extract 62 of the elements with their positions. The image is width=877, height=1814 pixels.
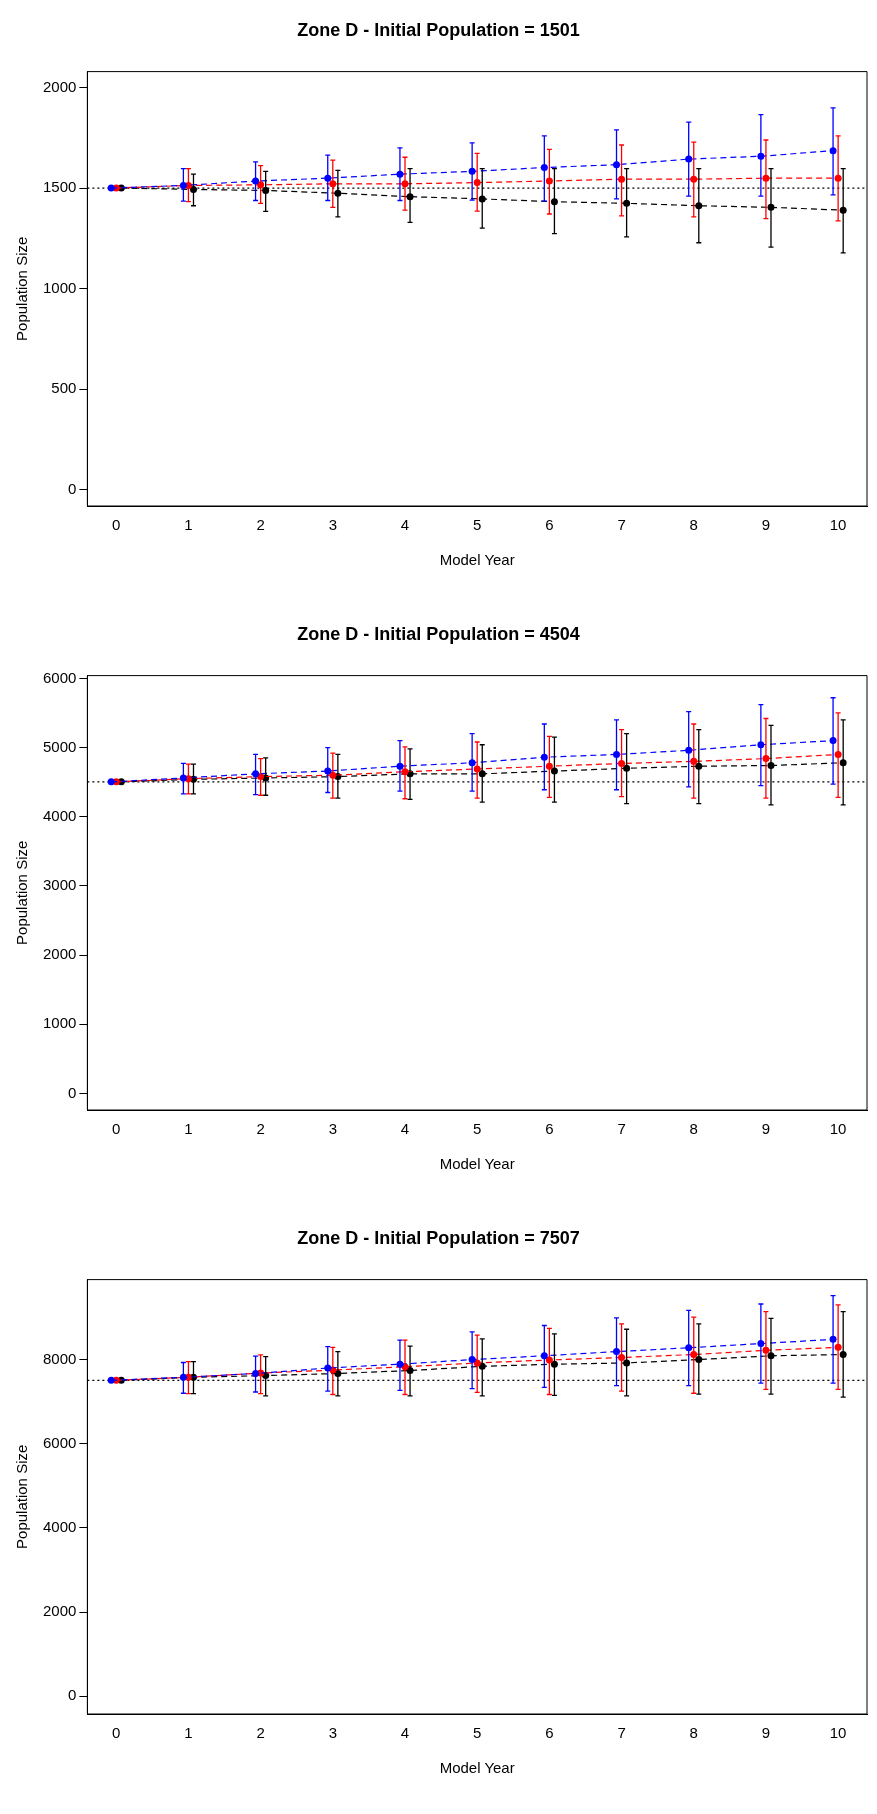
y-tick-label: 2000	[42, 77, 77, 95]
x-tick-label: 8	[689, 1120, 698, 1138]
y-tick-label: 0	[68, 1083, 77, 1101]
x-tick-label: 5	[473, 516, 482, 534]
x-tick-label: 6	[545, 516, 554, 534]
y-tick-label: 1000	[42, 1014, 77, 1032]
x-tick-label: 4	[400, 516, 410, 534]
x-tick-label: 10	[829, 1724, 847, 1742]
x-tick-label: 5	[473, 1120, 482, 1138]
point	[107, 778, 115, 786]
x-tick-label: 8	[689, 1724, 698, 1742]
x-tick-label: 9	[761, 1724, 771, 1742]
x-axis-title: Model Year	[439, 1759, 515, 1777]
y-axis-title: Population Size	[13, 236, 31, 341]
x-tick-label: 0	[112, 1120, 121, 1138]
chart-title: Zone D - Initial Population = 7507	[297, 1227, 580, 1248]
x-axis-title: Model Year	[439, 1155, 515, 1173]
x-tick-label: 10	[829, 516, 847, 534]
y-tick-label: 6000	[42, 1433, 77, 1451]
x-tick-label: 6	[545, 1724, 554, 1742]
x-tick-label: 1	[184, 1120, 193, 1138]
y-tick-label: 2000	[42, 1602, 77, 1620]
y-tick-label: 5000	[42, 737, 77, 755]
y-tick-label: 4000	[42, 1518, 77, 1536]
x-tick-label: 2	[256, 516, 265, 534]
x-tick-label: 3	[328, 516, 337, 534]
x-tick-label: 0	[112, 516, 121, 534]
y-tick-label: 2000	[42, 945, 77, 963]
chart-title: Zone D - Initial Population = 1501	[297, 19, 580, 40]
y-tick-label: 1500	[42, 178, 77, 196]
y-tick-label: 8000	[42, 1349, 77, 1367]
x-axis-title: Model Year	[439, 551, 515, 569]
y-tick-label: 3000	[42, 876, 77, 894]
y-tick-label: 4000	[42, 806, 77, 824]
x-tick-label: 2	[256, 1724, 265, 1742]
x-tick-label: 6	[545, 1120, 554, 1138]
x-tick-label: 8	[689, 516, 698, 534]
point	[107, 184, 115, 192]
x-tick-label: 1	[184, 516, 193, 534]
x-tick-label: 9	[761, 516, 771, 534]
x-tick-label: 10	[829, 1120, 847, 1138]
x-tick-label: 7	[617, 516, 626, 534]
x-tick-label: 7	[617, 1724, 626, 1742]
y-tick-label: 0	[68, 1686, 77, 1704]
x-tick-label: 1	[184, 1724, 193, 1742]
chart-title: Zone D - Initial Population = 4504	[297, 623, 580, 644]
x-tick-label: 0	[112, 1724, 121, 1742]
y-tick-label: 1000	[42, 278, 77, 296]
x-tick-label: 3	[328, 1724, 337, 1742]
y-tick-label: 0	[68, 480, 77, 498]
y-axis-title: Population Size	[13, 1444, 31, 1549]
x-tick-label: 5	[473, 1724, 482, 1742]
x-tick-label: 2	[256, 1120, 265, 1138]
x-tick-label: 9	[761, 1120, 771, 1138]
x-tick-label: 4	[400, 1120, 410, 1138]
x-tick-label: 7	[617, 1120, 626, 1138]
x-tick-label: 4	[400, 1724, 410, 1742]
y-tick-label: 6000	[42, 668, 77, 686]
x-tick-label: 3	[328, 1120, 337, 1138]
point	[107, 1376, 115, 1384]
y-axis-title: Population Size	[13, 840, 31, 945]
y-tick-label: 500	[51, 379, 77, 397]
